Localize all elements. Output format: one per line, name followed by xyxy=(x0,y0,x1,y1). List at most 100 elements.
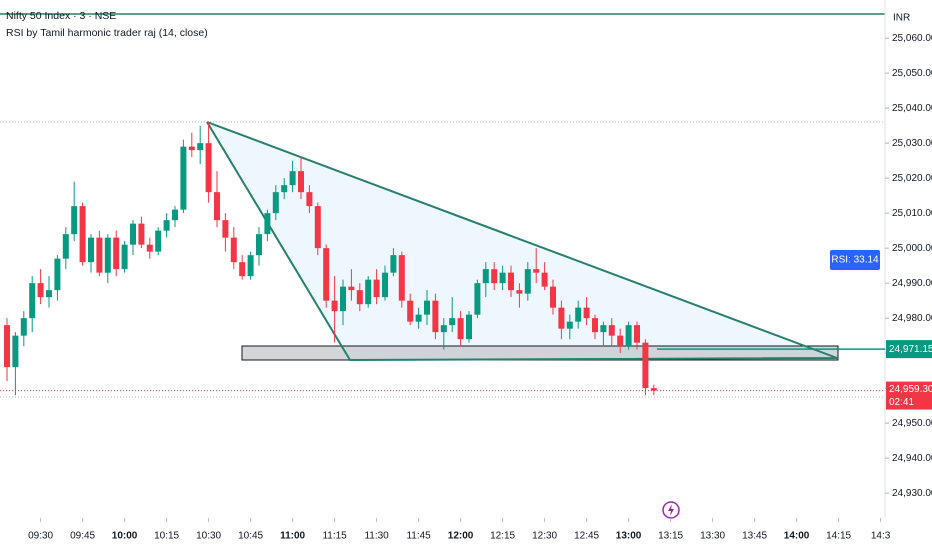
y-tick-label: 25,040.00 xyxy=(892,103,932,114)
x-tick-label: 10:15 xyxy=(154,531,179,542)
candle-body xyxy=(491,269,498,284)
candle-body xyxy=(130,223,136,245)
candle-body xyxy=(608,325,615,336)
candle-body xyxy=(88,237,94,263)
indicator-title: RSI by Tamil harmonic trader raj (14, cl… xyxy=(6,27,208,39)
candle-body xyxy=(331,300,338,312)
candle-body xyxy=(600,325,607,333)
candle-body xyxy=(289,171,296,186)
candle-body xyxy=(121,244,128,270)
y-tick-label: 24,930.00 xyxy=(892,488,932,499)
x-tick-label: 13:15 xyxy=(658,531,683,542)
x-tick-label: 11:30 xyxy=(364,531,389,542)
candle-body xyxy=(415,314,422,322)
candle-body xyxy=(29,283,36,319)
candle-body xyxy=(197,143,204,151)
candle-body xyxy=(617,335,624,347)
x-tick-label: 14:15 xyxy=(826,531,851,542)
x-tick-label: 13:45 xyxy=(742,531,767,542)
candle-body xyxy=(155,230,162,252)
candle-body xyxy=(256,234,262,256)
candle-body xyxy=(163,220,170,231)
candle-body xyxy=(541,272,548,287)
candle-body xyxy=(62,234,69,259)
candle-body xyxy=(71,206,78,235)
level-label: 24,971.15 xyxy=(889,344,932,355)
candle-body xyxy=(46,290,52,298)
x-tick-label: 13:30 xyxy=(700,531,725,542)
triangle xyxy=(206,121,838,362)
x-tick-label: 12:00 xyxy=(448,531,474,542)
candle-body xyxy=(583,307,590,319)
candle-body xyxy=(533,269,540,273)
y-tick-label: 24,990.00 xyxy=(892,278,932,289)
candle-body xyxy=(172,209,178,221)
candle-body xyxy=(188,146,195,151)
plot xyxy=(4,122,657,396)
candle-body xyxy=(634,325,640,343)
x-tick-label: 09:30 xyxy=(28,531,53,542)
candle-body xyxy=(272,192,279,214)
last-price-label: 24,959.30 xyxy=(889,384,932,395)
candle-body xyxy=(407,300,414,322)
candle-body xyxy=(466,314,472,340)
y-tick-label: 25,030.00 xyxy=(892,138,932,149)
candle-body xyxy=(79,206,86,263)
candle-body xyxy=(482,269,489,284)
candle-body xyxy=(508,272,514,291)
candle-body xyxy=(104,237,111,273)
candle-body xyxy=(499,272,506,284)
y-tick-label: 25,000.00 xyxy=(892,243,932,254)
x-tick-label: 13:00 xyxy=(616,531,642,542)
candle-body xyxy=(592,318,598,333)
candle-body xyxy=(566,321,573,329)
candle-body xyxy=(440,325,447,333)
y-tick-label: 25,020.00 xyxy=(892,173,932,184)
y-tick-label: 25,050.00 xyxy=(892,68,932,79)
candle-body xyxy=(650,388,657,391)
candle-body xyxy=(20,318,27,336)
candle-body xyxy=(424,300,430,315)
chart-title: Nifty 50 Index · 3 · NSE xyxy=(6,10,116,22)
level-box xyxy=(886,340,932,359)
candle-body xyxy=(4,325,10,368)
candle-body xyxy=(230,237,237,263)
currency: INR xyxy=(893,13,910,24)
alert-bolt[interactable] xyxy=(668,504,674,516)
candle-body xyxy=(432,300,439,333)
x-tick-label: 10:45 xyxy=(238,531,263,542)
candle-body xyxy=(356,290,363,305)
candle-body xyxy=(214,192,220,221)
candle-body xyxy=(146,244,153,252)
x-tick-label: 12:15 xyxy=(490,531,515,542)
alert-icon[interactable] xyxy=(662,501,680,519)
candle-body xyxy=(222,220,229,238)
x-tick-label: 12:45 xyxy=(574,531,599,542)
y-tick-label: 25,060.00 xyxy=(892,33,932,44)
y-tick-label: 24,940.00 xyxy=(892,453,932,464)
candle-body xyxy=(298,171,304,193)
candle-body xyxy=(642,342,649,389)
x-tick-label: 12:30 xyxy=(532,531,557,542)
x-tick-label: 11:00 xyxy=(280,531,305,542)
candle-body xyxy=(524,269,531,294)
candle-body xyxy=(390,255,397,273)
candle-body xyxy=(239,262,246,277)
x-tick-label: 10:00 xyxy=(112,531,138,542)
rsi-label-box xyxy=(830,250,880,270)
x-tick-label: 14:3 xyxy=(871,531,891,542)
candle-body xyxy=(180,146,187,210)
x-tick-label: 11:15 xyxy=(322,531,347,542)
candle-body xyxy=(457,318,464,340)
last-price-box xyxy=(886,381,932,410)
candle-body xyxy=(12,335,19,368)
candle-body xyxy=(247,255,254,277)
countdown: 02:41 xyxy=(889,397,914,408)
candle-body xyxy=(625,325,632,347)
y-tick-label: 24,980.00 xyxy=(892,313,932,324)
candle-body xyxy=(474,283,481,315)
candle-body xyxy=(348,286,355,291)
candle-body xyxy=(54,258,61,291)
candle-body xyxy=(398,255,405,301)
candle-body xyxy=(373,279,380,298)
